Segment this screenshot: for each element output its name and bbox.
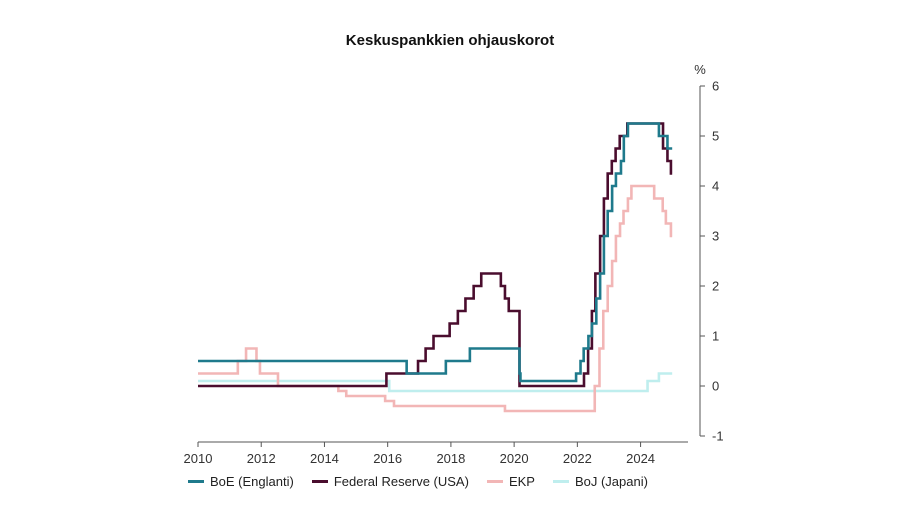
- chart-legend: BoE (Englanti) Federal Reserve (USA) EKP Bo…: [188, 474, 648, 489]
- legend-label: EKP: [508, 474, 535, 489]
- series-line-3: [198, 372, 673, 393]
- legend-label: Federal Reserve (USA): [333, 474, 469, 489]
- y-axis-unit-label: %: [694, 62, 706, 77]
- x-tick-label: 2024: [626, 451, 655, 466]
- y-tick-label: 5: [712, 129, 719, 144]
- y-tick-label: 0: [712, 379, 719, 394]
- y-tick-label: 4: [712, 179, 719, 194]
- y-tick-label: 6: [712, 79, 719, 94]
- series-line-0: [198, 122, 673, 383]
- y-tick-label: 1: [712, 329, 719, 344]
- x-tick-label: 2012: [247, 451, 276, 466]
- x-tick-label: 2018: [436, 451, 465, 466]
- x-tick-label: 2010: [184, 451, 213, 466]
- legend-item: BoE (Englanti): [188, 474, 294, 489]
- legend-label: BoJ (Japani): [574, 474, 648, 489]
- series-lines: [198, 122, 673, 413]
- tick-labels: 2010 2012 2014 2016 2018 2020 2022 2024 6 5 4 3 2 1 0 -…: [184, 62, 724, 466]
- series-line-2: [198, 184, 673, 413]
- legend-swatch: [552, 480, 569, 483]
- x-tick-label: 2022: [563, 451, 592, 466]
- legend-swatch: [486, 480, 503, 483]
- x-tick-label: 2020: [500, 451, 529, 466]
- y-tick-label: 2: [712, 279, 719, 294]
- axes: [197, 85, 705, 447]
- legend-label: BoE (Englanti): [210, 474, 294, 489]
- y-tick-label: -1: [712, 429, 724, 444]
- legend-swatch: [311, 480, 328, 483]
- series-line-1: [198, 122, 673, 388]
- legend-item: Federal Reserve (USA): [311, 474, 469, 489]
- y-tick-label: 3: [712, 229, 719, 244]
- chart-title: Keskuspankkien ohjauskorot: [345, 32, 555, 49]
- x-tick-label: 2016: [373, 451, 402, 466]
- legend-item: BoJ (Japani): [552, 474, 648, 489]
- x-tick-label: 2014: [310, 451, 339, 466]
- legend-swatch: [188, 480, 204, 483]
- legend-item: EKP: [486, 474, 535, 489]
